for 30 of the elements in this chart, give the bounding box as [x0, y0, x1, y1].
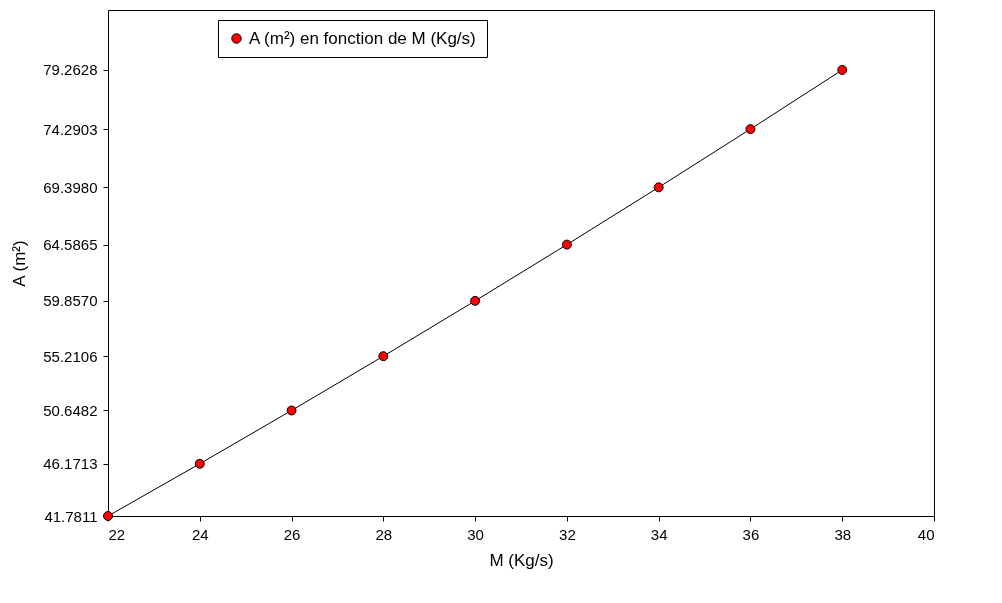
y-tick-label: 46.1713 — [43, 455, 98, 473]
point — [745, 124, 756, 135]
x-axis-title: M (Kg/s) — [489, 550, 554, 570]
x-tick-label: 28 — [375, 525, 393, 543]
y-tick-label: 79.2628 — [43, 61, 98, 79]
x-tick-label: 34 — [650, 525, 668, 543]
x-tick-label: 38 — [834, 525, 852, 543]
x-tick-label: 26 — [283, 525, 301, 543]
x-tick-label: 32 — [559, 525, 576, 543]
point — [561, 239, 572, 250]
y-tick-label: 64.5865 — [43, 236, 98, 254]
y-tick-label: 74.2903 — [43, 120, 98, 138]
y-tick-label: 55.2106 — [43, 347, 98, 365]
legend-label: A (m²) en fonction de M (Kg/s) — [249, 28, 476, 48]
x-tick-label: 36 — [742, 525, 760, 543]
y-tick-label: 41.7811 — [44, 507, 98, 525]
x-tick-label: 40 — [917, 525, 935, 543]
x-tick-label: 24 — [191, 525, 209, 543]
point — [194, 458, 205, 469]
point — [470, 295, 481, 306]
point — [653, 182, 664, 193]
y-tick-label: 59.8570 — [43, 292, 98, 310]
x-tick-label: 30 — [467, 525, 484, 543]
point — [837, 64, 848, 75]
point — [286, 405, 297, 416]
x-tick-label: 22 — [108, 525, 126, 543]
y-axis-title: A (m²) — [10, 240, 30, 287]
y-tick-label: 50.6482 — [43, 401, 98, 419]
y-tick-label: 69.3980 — [43, 178, 98, 196]
point — [378, 351, 389, 362]
